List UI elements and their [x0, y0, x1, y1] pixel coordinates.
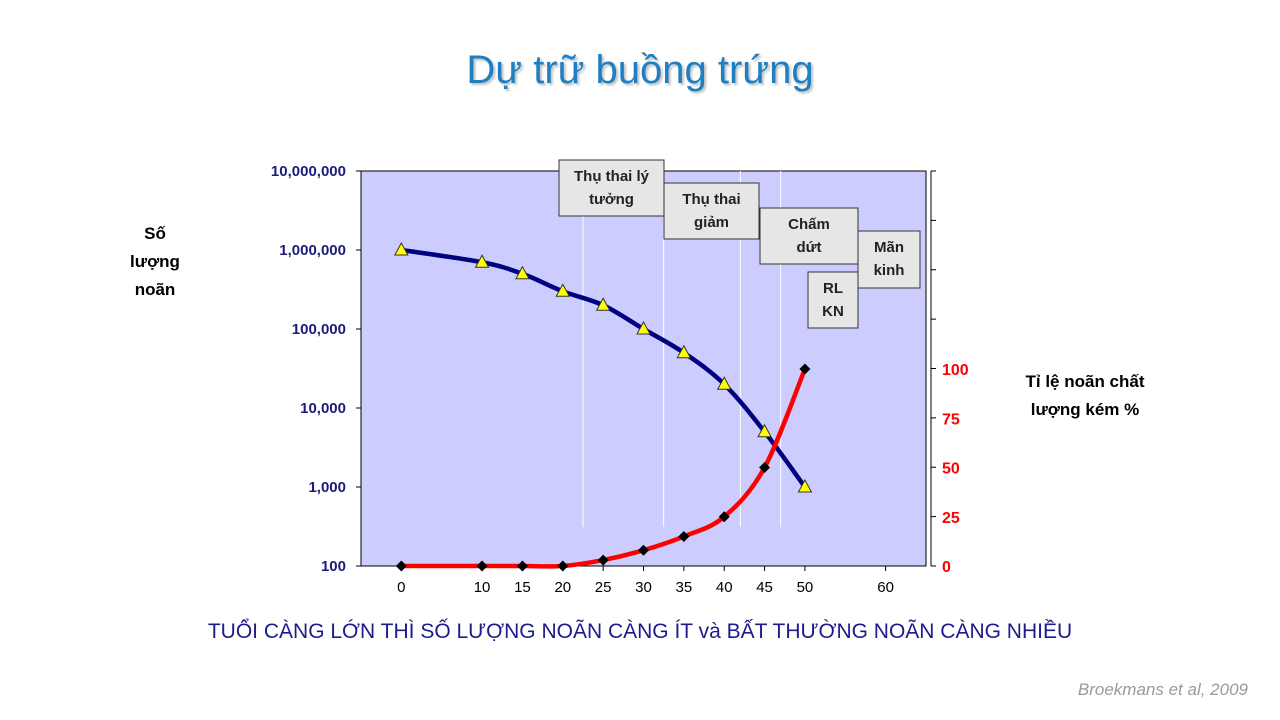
poor-quality-rate-point [718, 511, 730, 523]
x-tick-label: 15 [514, 579, 531, 596]
y-right-label-line: lượng kém % [1030, 400, 1140, 419]
y-left-label-line: lượng [130, 252, 180, 271]
y-axis-right-label: Tỉ lệ noãn chất lượng kém % [1000, 368, 1170, 424]
x-tick-label: 10 [474, 579, 491, 596]
poor-quality-rate-point [759, 462, 771, 473]
oocyte-count-point [676, 344, 692, 359]
oocyte-count-point [716, 376, 732, 390]
phase-label-bg [759, 207, 859, 265]
phase-label-box: Chấm dứt [759, 207, 859, 265]
oocyte-count-point [555, 283, 571, 297]
phase-label-bg [857, 230, 921, 289]
x-tick-label: 25 [595, 579, 612, 596]
x-tick-label: 0 [397, 579, 405, 596]
y-left-tick-label: 100 [321, 558, 346, 575]
y-left-tick-label: 1,000 [308, 479, 346, 496]
phase-label-text: dứt [796, 239, 821, 256]
y-left-tick-label: 100,000 [292, 321, 346, 338]
oocyte-count-point [394, 241, 409, 256]
poor-quality-rate-point [597, 554, 609, 566]
y-left-tick-label: 1,000,000 [279, 242, 346, 259]
phase-label-text: kinh [874, 262, 905, 279]
phase-label-text: Thụ thai [682, 191, 740, 208]
oocyte-count-point [636, 320, 651, 335]
phase-label-box: Thụ thai lý tưởng [558, 159, 665, 217]
y-right-tick-label: 75 [942, 411, 960, 428]
poor-quality-rate-point [638, 544, 649, 556]
poor-quality-rate-point [799, 363, 811, 375]
oocyte-count-line [401, 247, 807, 489]
phase-label-text: Chấm [788, 216, 830, 233]
poor-quality-rate-point [557, 560, 569, 572]
phase-label-text: KN [822, 303, 844, 320]
poor-quality-rate-point [395, 560, 407, 572]
x-tick-label: 60 [877, 579, 894, 596]
y-left-tick-label: 10,000,000 [271, 163, 346, 180]
poor-quality-rate-point [678, 530, 690, 542]
source-citation: Broekmans et al, 2009 [1077, 680, 1248, 699]
oocyte-count-point [757, 423, 772, 438]
phase-label-box: RL KN [807, 271, 859, 329]
phase-label-bg [663, 182, 760, 240]
x-tick-label: 40 [716, 579, 733, 596]
phase-label-box: Thụ thai giảm [663, 182, 760, 240]
x-tick-label: 30 [635, 579, 652, 596]
phase-label-bg [558, 159, 665, 217]
phase-label-text: Thụ thai lý [574, 168, 650, 185]
phase-label-text: tưởng [589, 191, 634, 208]
poor-quality-rate-point [476, 560, 488, 572]
y-left-tick-label: 10,000 [300, 400, 346, 417]
x-tick-label: 45 [756, 579, 773, 596]
y-right-tick-label: 50 [942, 461, 960, 478]
x-tick-label: 20 [554, 579, 571, 596]
oocyte-count-point [515, 265, 530, 280]
y-right-tick-label: 0 [942, 559, 951, 576]
oocyte-count-point [474, 254, 490, 268]
y-right-tick-label: 100 [942, 362, 969, 379]
chart-caption: TUỔI CÀNG LỚN THÌ SỐ LƯỢNG NOÃN CÀNG ÍT … [207, 620, 1073, 643]
phase-label-bg [807, 271, 859, 329]
y-axis-left-label: Số lượng noãn [110, 220, 200, 304]
y-right-label-line: Tỉ lệ noãn chất [1025, 372, 1145, 391]
phase-label-text: RL [823, 280, 843, 297]
oocyte-count-point [595, 297, 611, 311]
y-left-label-line: Số [144, 224, 166, 243]
y-left-label-line: noãn [134, 280, 176, 299]
poor-quality-rate-point [516, 560, 528, 572]
y-right-tick-label: 25 [942, 510, 960, 527]
phase-label-text: giảm [694, 214, 729, 231]
oocyte-count-point [797, 478, 813, 493]
poor-quality-rate-line [401, 368, 808, 569]
phase-label-box: Mãn kinh [857, 230, 921, 289]
x-tick-label: 50 [797, 579, 814, 596]
x-tick-label: 35 [676, 579, 693, 596]
slide-title: Dự trữ buồng trứng [466, 48, 814, 92]
phase-label-text: Mãn [874, 239, 904, 256]
